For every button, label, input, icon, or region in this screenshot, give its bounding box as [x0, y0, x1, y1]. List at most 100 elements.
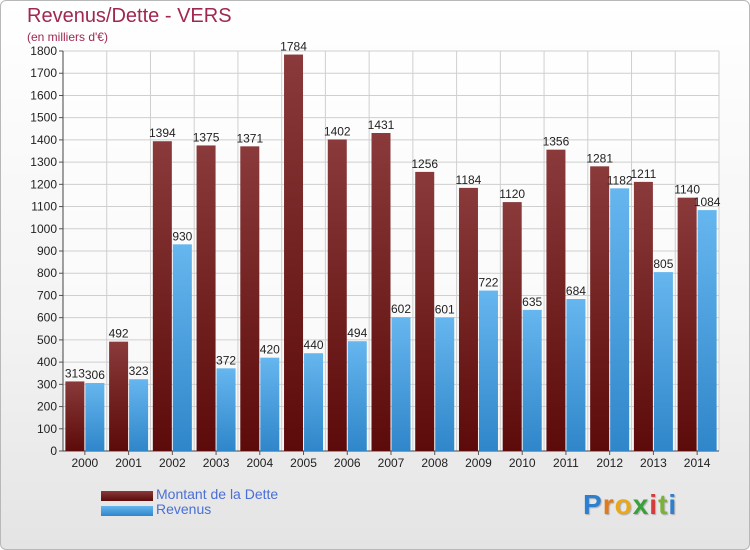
- y-tick-label: 600: [37, 311, 57, 325]
- data-label-revenus: 805: [653, 257, 673, 271]
- data-label-dette: 1784: [280, 40, 307, 54]
- data-label-revenus: 306: [85, 368, 105, 382]
- y-tick-label: 400: [37, 355, 57, 369]
- y-tick-label: 1500: [30, 111, 57, 125]
- bar-revenus: [391, 317, 411, 451]
- data-label-revenus: 684: [566, 284, 586, 298]
- x-tick-label: 2007: [378, 456, 405, 470]
- bar-revenus: [653, 272, 673, 451]
- logo-letter: i: [649, 489, 659, 520]
- bar-revenus: [85, 383, 105, 451]
- bar-revenus: [478, 290, 498, 451]
- legend-label-dette: Montant de la Dette: [156, 486, 279, 502]
- bar-dette: [371, 133, 391, 451]
- data-label-revenus: 1182: [607, 173, 633, 187]
- y-tick-label: 1800: [30, 44, 57, 58]
- y-tick-label: 1600: [30, 88, 57, 102]
- bar-dette: [546, 149, 566, 451]
- x-tick-label: 2003: [203, 456, 230, 470]
- legend-label-revenus: Revenus: [156, 501, 212, 517]
- data-label-dette: 1394: [149, 126, 176, 140]
- chart-subtitle: (en milliers d'€): [27, 30, 108, 44]
- bar-dette: [327, 139, 347, 451]
- y-tick-label: 100: [37, 422, 57, 436]
- data-label-dette: 1402: [324, 124, 351, 138]
- x-tick-label: 2004: [246, 456, 273, 470]
- y-tick-label: 500: [37, 333, 57, 347]
- bar-dette: [633, 181, 653, 451]
- data-label-dette: 1371: [236, 131, 263, 145]
- x-tick-label: 2012: [596, 456, 623, 470]
- bar-revenus: [304, 353, 324, 451]
- data-label-revenus: 601: [435, 302, 455, 316]
- data-label-revenus: 930: [172, 229, 192, 243]
- bar-dette: [152, 141, 172, 451]
- logo-letter: x: [632, 489, 650, 520]
- bar-revenus: [435, 317, 455, 451]
- data-label-revenus: 722: [478, 276, 498, 290]
- bar-dette: [65, 381, 85, 451]
- data-label-dette: 313: [65, 366, 85, 380]
- y-tick-label: 900: [37, 244, 57, 258]
- bar-dette: [415, 171, 435, 451]
- data-label-dette: 492: [109, 327, 129, 341]
- bar-revenus: [216, 368, 236, 451]
- bar-dette: [284, 54, 304, 452]
- y-tick-label: 0: [50, 444, 57, 458]
- data-label-revenus: 602: [391, 302, 411, 316]
- x-tick-label: 2006: [334, 456, 361, 470]
- y-tick-label: 700: [37, 288, 57, 302]
- proxiti-logo: Proxiti: [583, 489, 677, 521]
- bar-dette: [109, 341, 129, 451]
- data-label-revenus: 323: [129, 364, 149, 378]
- x-tick-label: 2000: [72, 456, 99, 470]
- data-label-dette: 1184: [456, 173, 482, 187]
- legend-swatch-revenus: [101, 506, 153, 516]
- x-tick-label: 2013: [640, 456, 667, 470]
- x-tick-label: 2009: [465, 456, 492, 470]
- chart-title: Revenus/Dette - VERS: [27, 5, 232, 27]
- data-label-revenus: 494: [347, 326, 367, 340]
- x-tick-label: 2011: [553, 456, 579, 470]
- data-label-dette: 1256: [411, 157, 438, 171]
- data-label-dette: 1211: [630, 167, 656, 181]
- bar-revenus: [260, 357, 280, 451]
- bar-revenus: [610, 188, 630, 452]
- bar-dette: [458, 187, 478, 451]
- y-tick-label: 800: [37, 266, 57, 280]
- y-tick-label: 1400: [30, 133, 57, 147]
- x-tick-label: 2010: [509, 456, 536, 470]
- bar-revenus: [347, 341, 367, 451]
- y-tick-label: 1700: [30, 66, 57, 80]
- y-tick-label: 1000: [30, 222, 57, 236]
- data-label-revenus: 635: [522, 295, 542, 309]
- data-label-revenus: 420: [260, 343, 280, 357]
- y-tick-label: 1200: [30, 177, 57, 191]
- data-label-revenus: 372: [216, 353, 236, 367]
- y-tick-label: 1300: [30, 155, 57, 169]
- bar-revenus: [522, 309, 542, 451]
- y-tick-label: 200: [37, 400, 57, 414]
- bar-dette: [677, 197, 697, 451]
- x-tick-label: 2014: [684, 456, 711, 470]
- y-tick-label: 1100: [31, 200, 57, 214]
- x-tick-label: 2008: [421, 456, 448, 470]
- x-tick-label: 2002: [159, 456, 186, 470]
- logo-letter: i: [668, 489, 678, 520]
- data-label-revenus: 1084: [694, 195, 721, 209]
- data-label-revenus: 440: [304, 338, 324, 352]
- y-tick-label: 300: [37, 377, 57, 391]
- data-label-dette: 1375: [193, 130, 220, 144]
- bar-dette: [502, 202, 522, 451]
- data-label-dette: 1120: [499, 187, 525, 201]
- bar-dette: [590, 166, 610, 452]
- logo-letter: o: [614, 489, 633, 520]
- data-label-dette: 1356: [543, 135, 570, 149]
- bar-revenus: [172, 244, 192, 451]
- data-label-dette: 1431: [368, 118, 395, 132]
- bar-dette: [240, 146, 260, 452]
- bar-revenus: [566, 299, 586, 451]
- legend-swatch-dette: [101, 491, 153, 501]
